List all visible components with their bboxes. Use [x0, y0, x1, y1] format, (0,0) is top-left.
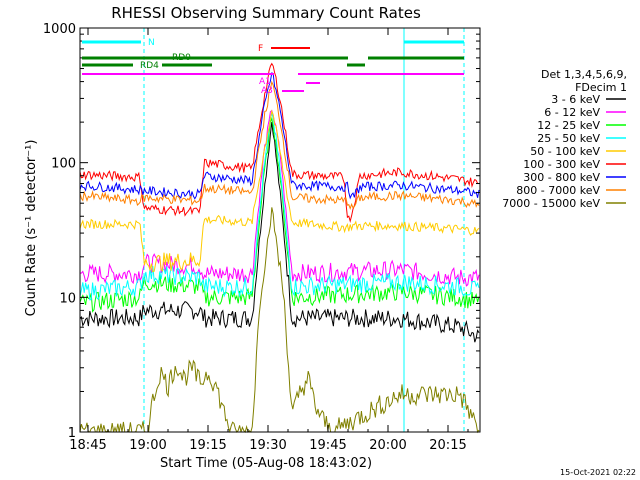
- y-tick-label-1: 10: [59, 291, 76, 306]
- series-line-6: [79, 72, 480, 200]
- series-group: [79, 62, 480, 434]
- y-tick-label-0: 1: [68, 426, 76, 441]
- legend-header-1: FDecim 1: [575, 81, 627, 94]
- x-tick-label-0: 18:45: [69, 438, 106, 453]
- x-tick-label-3: 19:30: [249, 438, 286, 453]
- timestamp: 15-Oct-2021 02:22: [560, 468, 636, 477]
- rd4-label: RD4: [140, 61, 159, 71]
- a3-label: A3: [261, 86, 273, 96]
- rd0-label: RD0: [172, 53, 191, 63]
- y-axis-label: Count Rate (s⁻¹ detector⁻¹): [24, 140, 39, 317]
- x-tick-label-5: 20:00: [369, 438, 406, 453]
- series-line-5: [79, 62, 480, 223]
- legend-label-0: 3 - 6 keV: [551, 93, 600, 106]
- legend-label-5: 100 - 300 keV: [523, 158, 600, 171]
- series-line-3: [79, 112, 480, 301]
- legend-label-1: 6 - 12 keV: [544, 106, 600, 119]
- axes-group: 18:45 19:00 19:15 19:30 19:45 20:00 20:15 1 10 10…: [43, 22, 481, 453]
- x-axis-label: Start Time (05-Aug-08 18:43:02): [160, 456, 372, 471]
- legend-label-7: 800 - 7000 keV: [516, 184, 600, 197]
- chart-title: RHESSI Observing Summary Count Rates: [111, 4, 421, 22]
- series-line-0: [79, 121, 480, 343]
- a1-label: A1: [259, 77, 271, 87]
- x-tick-label-2: 19:15: [189, 438, 226, 453]
- legend-label-2: 12 - 25 keV: [537, 119, 600, 132]
- x-tick-label-1: 19:00: [129, 438, 166, 453]
- series-line-7: [79, 80, 480, 211]
- series-line-1: [80, 109, 480, 287]
- legend-header-0: Det 1,3,4,5,6,9,: [541, 68, 627, 81]
- y-tick-label-2: 100: [51, 157, 76, 172]
- plot-frame: [79, 27, 481, 433]
- n-label: N: [148, 38, 155, 48]
- x-tick-label-4: 19:45: [309, 438, 346, 453]
- legend-label-8: 7000 - 15000 keV: [502, 197, 600, 210]
- f-label: F: [258, 44, 263, 54]
- x-tick-label-6: 20:15: [429, 438, 466, 453]
- series-line-4: [79, 109, 480, 273]
- series-line-2: [79, 116, 480, 313]
- y-tick-label-3: 1000: [43, 22, 76, 37]
- legend-label-3: 25 - 50 keV: [537, 132, 600, 145]
- legend-label-6: 300 - 800 keV: [523, 171, 600, 184]
- legend-label-4: 50 - 100 keV: [530, 145, 600, 158]
